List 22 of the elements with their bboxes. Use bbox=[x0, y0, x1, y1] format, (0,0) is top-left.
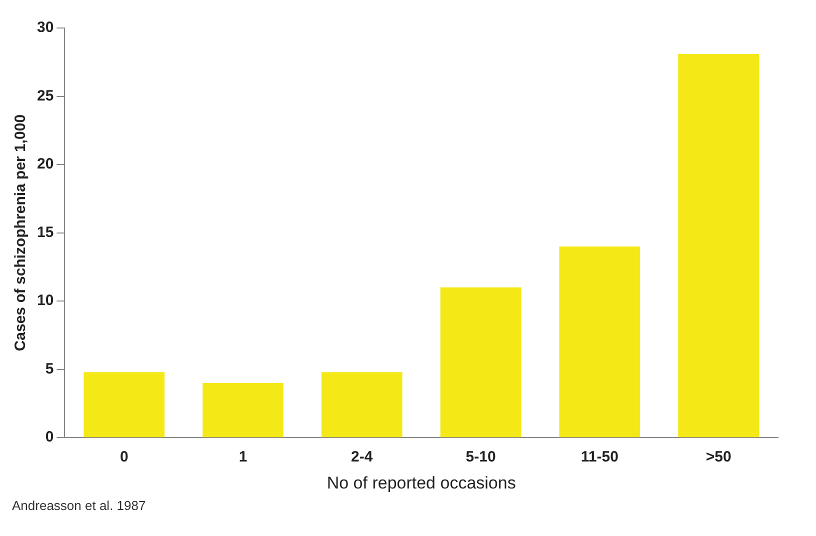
x-tick-label: 2-4 bbox=[351, 448, 374, 466]
y-axis-title: Cases of schizophrenia per 1,000 bbox=[12, 114, 30, 352]
x-axis-title: No of reported occasions bbox=[326, 473, 516, 492]
y-tick-label: 0 bbox=[45, 428, 54, 446]
bar bbox=[678, 54, 759, 438]
y-tick-label: 20 bbox=[36, 156, 54, 173]
bar bbox=[202, 382, 284, 438]
y-tick-label: 5 bbox=[45, 360, 54, 378]
y-tick-label: 15 bbox=[36, 224, 54, 241]
x-tick-label: >50 bbox=[706, 448, 732, 466]
y-tick-label: 30 bbox=[36, 19, 54, 36]
x-tick-label: 1 bbox=[238, 448, 248, 466]
text: Andreasson et al. 1987 bbox=[12, 498, 147, 513]
bar bbox=[84, 372, 165, 438]
bar bbox=[559, 246, 640, 438]
y-tick-label: 25 bbox=[36, 87, 54, 104]
bar bbox=[440, 287, 522, 438]
y-tick-label: 10 bbox=[36, 292, 54, 310]
x-tick-label: 11-50 bbox=[580, 448, 618, 466]
bar bbox=[321, 372, 402, 438]
x-tick-label: 0 bbox=[120, 448, 128, 466]
x-tick-label: 5-10 bbox=[466, 448, 496, 466]
